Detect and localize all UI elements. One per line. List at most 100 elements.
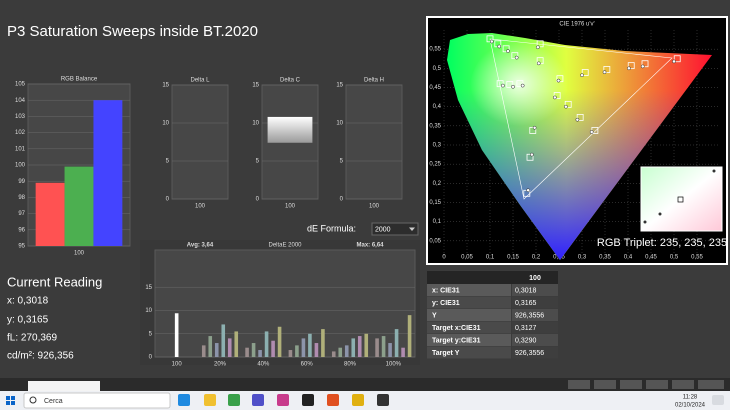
table-value-cell — [512, 309, 558, 321]
bar — [267, 116, 313, 143]
y-tick-label: 10 — [336, 121, 343, 127]
table-label-cell — [427, 346, 511, 359]
de-formula-label: dE Formula: — [307, 223, 356, 233]
bar — [221, 324, 226, 357]
measured-point — [506, 49, 510, 53]
measured-point — [511, 84, 515, 89]
x-tick-label: 0,55 — [691, 255, 703, 261]
table-label: Target x:CIE31 — [432, 325, 481, 332]
target-point — [511, 52, 519, 60]
x-tick-label: 80% — [344, 362, 357, 368]
table-value: 0,3018 — [515, 287, 537, 294]
inset-point — [643, 220, 647, 224]
notification-button[interactable] — [712, 395, 724, 405]
y-tick-label: 10 — [252, 121, 259, 127]
table-value-cell — [512, 334, 558, 346]
select-value[interactable]: 2000 — [375, 226, 391, 233]
table-label-cell — [427, 284, 511, 296]
y-tick-label: 99 — [18, 179, 25, 185]
taskbar-app[interactable] — [252, 394, 264, 406]
bar — [314, 343, 319, 357]
start-icon[interactable] — [11, 401, 15, 405]
table-value-cell — [512, 321, 558, 334]
taskbar-app[interactable] — [178, 394, 190, 406]
y-tick-label: 0 — [166, 197, 170, 203]
measured-point — [580, 73, 584, 78]
target-point — [673, 55, 681, 63]
target-point — [627, 62, 635, 70]
y-tick-label: 10 — [162, 121, 169, 127]
reading-line: x: 0,3018 — [7, 296, 49, 307]
table-label-cell — [427, 296, 511, 309]
bar — [288, 350, 293, 357]
x-tick-label: 100 — [172, 362, 183, 368]
x-tick-label: 100 — [285, 204, 296, 210]
y-tick-label: 5 — [256, 159, 260, 165]
y-tick-label: 0,3 — [433, 143, 442, 149]
tab[interactable] — [28, 381, 100, 391]
table-header — [427, 271, 558, 284]
taskbar-app[interactable] — [327, 394, 339, 406]
search-icon[interactable] — [29, 396, 37, 404]
bar — [227, 338, 232, 357]
start-icon[interactable] — [6, 396, 10, 400]
y-tick-label: 0,5 — [433, 66, 442, 72]
select-box[interactable] — [371, 222, 419, 236]
taskbar-app[interactable] — [352, 394, 364, 406]
toolbar-button[interactable] — [672, 380, 694, 389]
table-value: 0,3127 — [515, 325, 537, 332]
y-tick-label: 105 — [15, 82, 26, 88]
start-icon[interactable] — [11, 396, 15, 400]
toolbar-button[interactable] — [594, 380, 616, 389]
x-tick-label: 0,45 — [645, 255, 657, 261]
bar — [357, 336, 362, 357]
locus-white — [470, 30, 610, 150]
toolbar-button[interactable] — [698, 380, 724, 389]
bar — [394, 329, 399, 357]
bar — [258, 350, 262, 357]
bar — [234, 331, 239, 357]
taskbar-app[interactable] — [377, 394, 389, 406]
y-tick-label: 98 — [18, 195, 25, 201]
toolbar-button[interactable] — [646, 380, 668, 389]
plot-area — [171, 84, 229, 200]
gamut-locus — [447, 30, 712, 260]
y-tick-label: 0,1 — [433, 219, 442, 225]
bar — [174, 313, 179, 357]
table-value-cell — [512, 284, 558, 296]
start-icon[interactable] — [6, 401, 10, 405]
search-box[interactable] — [23, 392, 171, 409]
taskbar-app[interactable] — [228, 394, 240, 406]
target-point — [581, 69, 589, 76]
x-tick-label: 0,05 — [461, 255, 473, 261]
inset-point — [712, 169, 716, 173]
y-tick-label: 0,05 — [429, 238, 441, 244]
target-point — [576, 114, 584, 121]
taskbar-app[interactable] — [277, 394, 289, 406]
table-label: Y — [432, 312, 437, 319]
bar — [351, 338, 356, 357]
target-point — [553, 92, 561, 99]
taskbar-app[interactable] — [302, 394, 314, 406]
inset-box — [640, 166, 723, 232]
start-button[interactable] — [6, 396, 15, 405]
taskbar-app[interactable] — [204, 394, 216, 406]
y-tick-label: 10 — [145, 308, 152, 314]
y-tick-label: 15 — [145, 285, 152, 291]
de-formula-select[interactable]: 2000 — [371, 222, 419, 236]
search-placeholder[interactable]: Cerca — [44, 398, 63, 405]
y-tick-label: 95 — [18, 244, 25, 250]
toolbar — [0, 378, 730, 391]
measured-point — [602, 70, 607, 75]
select-arrow[interactable] — [409, 227, 415, 232]
bar — [344, 345, 349, 357]
bar — [245, 347, 249, 357]
x-tick-label: 100 — [195, 204, 206, 210]
toolbar-button[interactable] — [620, 380, 642, 389]
y-tick-label: 100 — [15, 163, 26, 169]
toolbar-button[interactable] — [568, 380, 590, 389]
y-tick-label: 5 — [149, 331, 153, 337]
bar — [201, 345, 206, 357]
table-label: y: CIE31 — [432, 300, 460, 307]
y-tick-label: 0,45 — [429, 85, 441, 91]
